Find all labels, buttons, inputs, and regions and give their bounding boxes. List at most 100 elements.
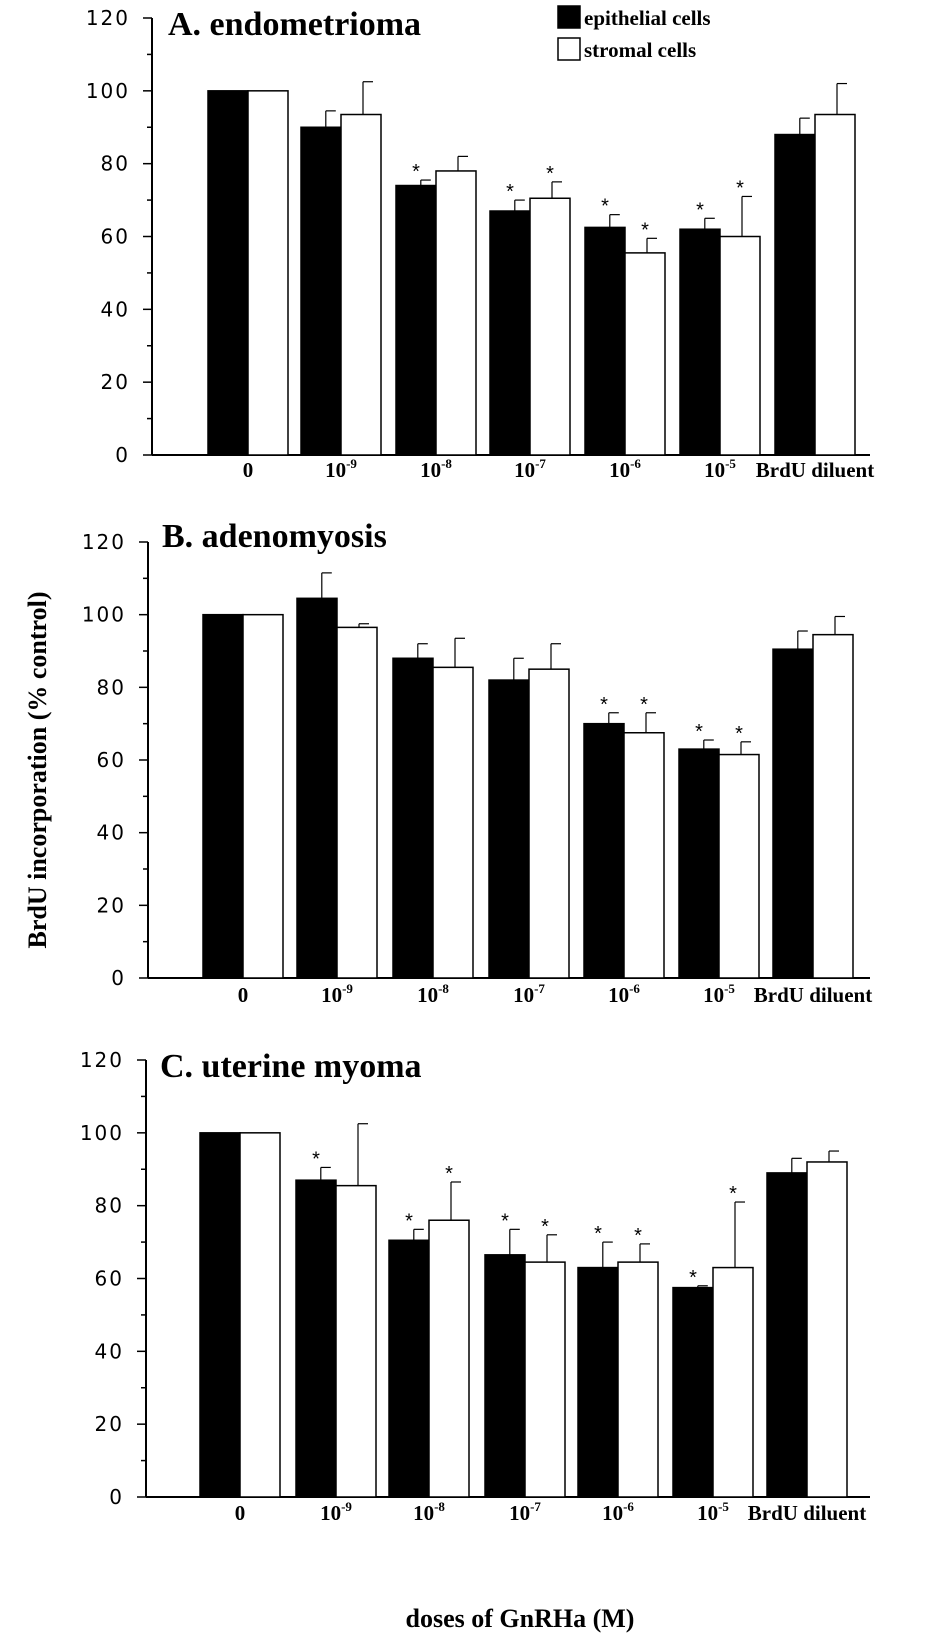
panel-title: B. adenomyosis <box>162 518 387 555</box>
x-tick-label: 0 <box>235 1501 246 1525</box>
bar-epithelial <box>583 722 625 979</box>
x-tick-label: 10-9 <box>325 456 357 482</box>
y-tick-label: 60 <box>101 225 130 249</box>
significance-star: * <box>405 1210 413 1232</box>
significance-star: * <box>594 1223 602 1245</box>
y-tick-label: 100 <box>80 1121 124 1145</box>
x-tick-label: 0 <box>238 983 249 1007</box>
x-tick-label: 10-8 <box>413 1499 445 1525</box>
x-tick-label: BrdU diluent <box>754 983 872 1007</box>
x-tick-label: 0 <box>243 458 254 482</box>
significance-star: * <box>696 199 704 221</box>
x-tick-label: 10-6 <box>602 1499 634 1525</box>
x-tick-label: 10-9 <box>320 1499 352 1525</box>
bar-stromal <box>335 1184 377 1498</box>
y-tick-label: 20 <box>101 370 130 394</box>
y-tick-label: 40 <box>95 1339 124 1363</box>
x-tick-label: BrdU diluent <box>748 1501 866 1525</box>
bar-epithelial <box>395 184 437 456</box>
y-tick-label: 60 <box>95 1267 124 1291</box>
bar-stromal <box>340 113 382 456</box>
bar-stromal <box>428 1219 470 1498</box>
x-tick-label: 10-7 <box>513 981 545 1007</box>
significance-star: * <box>601 196 609 218</box>
x-tick-label: BrdU diluent <box>756 458 874 482</box>
panel-title: A. endometrioma <box>168 6 421 43</box>
y-tick-label: 0 <box>109 1485 124 1509</box>
bar-stromal <box>435 170 477 456</box>
legend-label-epithelial: epithelial cells <box>584 6 711 30</box>
bar-stromal <box>336 626 378 979</box>
legend-swatch-stromal <box>557 37 581 61</box>
significance-star: * <box>640 694 648 716</box>
bar-stromal <box>242 613 284 979</box>
y-tick-label: 80 <box>101 152 130 176</box>
panel-a: A. endometrioma 0 20 40 60 80 100 120 0 10-9 10-8 1… <box>86 6 874 482</box>
x-tick-label: 10-5 <box>703 981 735 1007</box>
significance-star: * <box>546 163 554 185</box>
y-tick-label: 80 <box>97 675 126 699</box>
x-tick-label: 10-6 <box>609 456 641 482</box>
x-tick-label: 10-6 <box>608 981 640 1007</box>
y-tick-label: 20 <box>97 893 126 917</box>
significance-star: * <box>695 721 703 743</box>
bar-epithelial <box>774 133 816 456</box>
bar-stromal <box>623 732 665 979</box>
significance-star: * <box>735 723 743 745</box>
panel-title: C. uterine myoma <box>160 1048 422 1085</box>
bar-epithelial <box>678 748 720 979</box>
bar-stromal <box>247 90 289 456</box>
y-tick-label: 120 <box>80 1048 124 1072</box>
significance-star: * <box>541 1216 549 1238</box>
y-tick-label: 0 <box>111 966 126 990</box>
significance-star: * <box>600 694 608 716</box>
significance-star: * <box>445 1163 453 1185</box>
significance-star: * <box>634 1225 642 1247</box>
bar-epithelial <box>766 1172 808 1498</box>
x-axis-label: doses of GnRHa (M) <box>406 1604 635 1633</box>
y-tick-label: 20 <box>95 1412 124 1436</box>
bar-epithelial <box>300 126 342 456</box>
bar-epithelial <box>584 226 626 456</box>
y-tick-label: 0 <box>115 443 130 467</box>
x-tick-label: 10-8 <box>417 981 449 1007</box>
panels: A. endometrioma 0 20 40 60 80 100 120 0 10-9 10-8 1… <box>80 6 874 1525</box>
bar-stromal <box>528 668 570 979</box>
significance-star: * <box>736 177 744 199</box>
significance-star: * <box>501 1210 509 1232</box>
x-tick-label: 10-7 <box>514 456 546 482</box>
bar-epithelial <box>679 228 721 456</box>
bar-stromal <box>239 1132 281 1498</box>
bar-epithelial <box>296 597 338 979</box>
bar-stromal <box>814 113 856 456</box>
y-tick-label: 40 <box>97 821 126 845</box>
x-tick-label: 10-7 <box>509 1499 541 1525</box>
bar-epithelial <box>202 613 244 979</box>
y-tick-label: 100 <box>82 603 126 627</box>
bar-epithelial <box>388 1239 430 1498</box>
bar-epithelial <box>295 1179 337 1498</box>
bar-stromal <box>718 753 760 979</box>
bar-stromal <box>432 666 474 979</box>
bar-epithelial <box>199 1132 241 1498</box>
significance-star: * <box>312 1148 320 1170</box>
bar-stromal <box>712 1266 754 1498</box>
significance-star: * <box>729 1183 737 1205</box>
legend-swatch-epithelial <box>557 5 581 29</box>
bar-stromal <box>806 1161 848 1498</box>
y-tick-label: 100 <box>86 79 130 103</box>
bar-epithelial <box>484 1254 526 1498</box>
y-tick-label: 80 <box>95 1194 124 1218</box>
significance-star: * <box>689 1267 697 1289</box>
bar-epithelial <box>392 657 434 979</box>
legend: epithelial cells stromal cells <box>557 5 711 62</box>
bar-stromal <box>812 633 854 979</box>
y-tick-label: 120 <box>82 530 126 554</box>
y-tick-label: 60 <box>97 748 126 772</box>
bar-epithelial <box>672 1286 714 1498</box>
y-tick-label: 120 <box>86 6 130 30</box>
bar-epithelial <box>489 210 531 456</box>
y-tick-label: 40 <box>101 297 130 321</box>
legend-label-stromal: stromal cells <box>584 38 696 62</box>
